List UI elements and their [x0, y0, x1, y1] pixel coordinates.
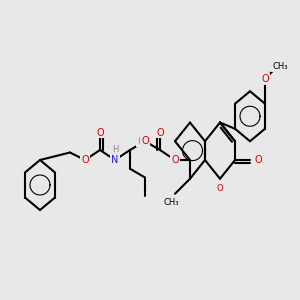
Text: O: O [81, 155, 89, 165]
Text: O: O [141, 136, 149, 146]
Text: H: H [112, 146, 118, 154]
Text: CH₃: CH₃ [164, 198, 179, 207]
Text: O: O [96, 128, 104, 137]
Text: O: O [261, 74, 269, 84]
Text: H: H [137, 137, 143, 146]
Text: O: O [171, 155, 179, 165]
Text: O: O [255, 155, 262, 165]
Text: O: O [156, 128, 164, 137]
Text: O: O [217, 184, 223, 193]
Text: CH₃: CH₃ [272, 62, 288, 71]
Text: N: N [111, 155, 119, 165]
